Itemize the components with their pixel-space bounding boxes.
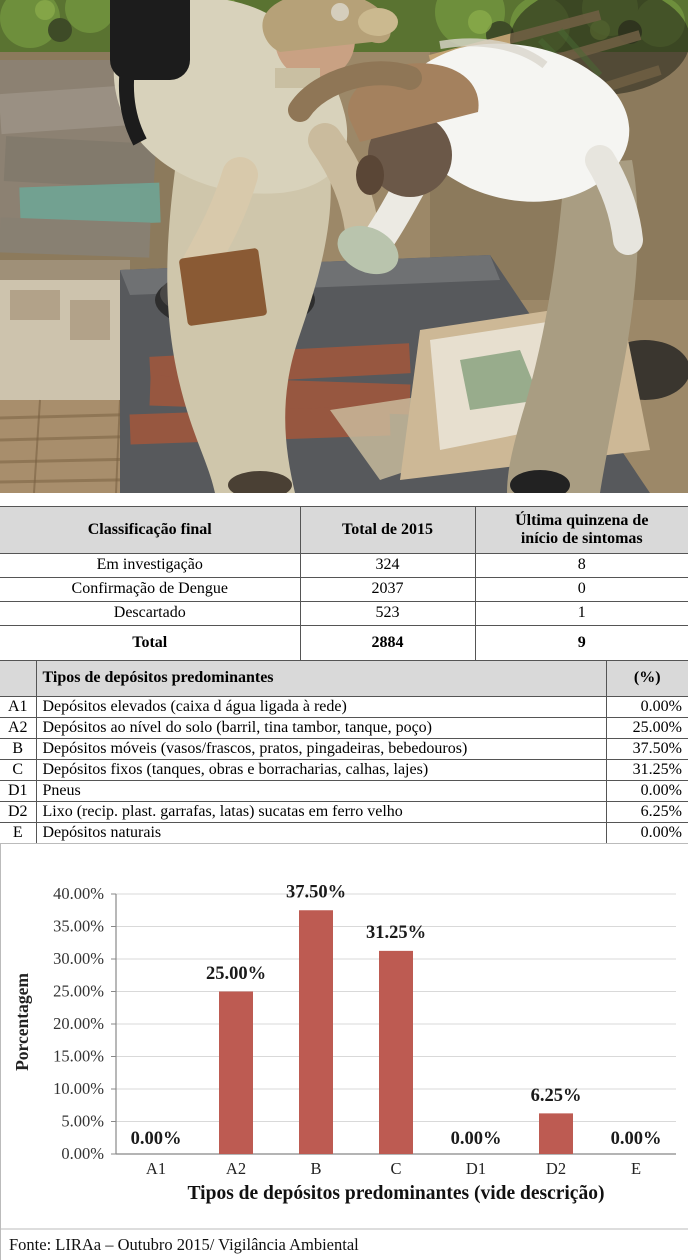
svg-text:25.00%: 25.00%	[53, 982, 104, 1001]
svg-text:0.00%: 0.00%	[611, 1129, 662, 1149]
svg-text:0.00%: 0.00%	[131, 1129, 182, 1149]
svg-text:10.00%: 10.00%	[53, 1079, 104, 1098]
svg-text:B: B	[310, 1159, 321, 1178]
svg-text:D1: D1	[466, 1159, 486, 1178]
svg-text:Fonte: LIRAa – Outubro 2015/ V: Fonte: LIRAa – Outubro 2015/ Vigilância …	[9, 1235, 359, 1254]
svg-text:15.00%: 15.00%	[53, 1047, 104, 1066]
svg-text:35.00%: 35.00%	[53, 917, 104, 936]
svg-text:Tipos de depósitos predominant: Tipos de depósitos predominantes (vide d…	[188, 1183, 605, 1204]
svg-text:40.00%: 40.00%	[53, 884, 104, 903]
svg-text:20.00%: 20.00%	[53, 1014, 104, 1033]
svg-text:25.00%: 25.00%	[206, 964, 266, 984]
svg-text:C: C	[390, 1159, 401, 1178]
svg-text:E: E	[631, 1159, 641, 1178]
svg-text:D2: D2	[546, 1159, 566, 1178]
svg-text:A2: A2	[226, 1159, 246, 1178]
svg-text:5.00%: 5.00%	[61, 1112, 104, 1131]
svg-text:37.50%: 37.50%	[286, 883, 346, 903]
svg-text:0.00%: 0.00%	[451, 1129, 502, 1149]
svg-text:Porcentagem: Porcentagem	[12, 973, 32, 1071]
svg-text:A1: A1	[146, 1159, 166, 1178]
svg-text:31.25%: 31.25%	[366, 923, 426, 943]
svg-text:0.00%: 0.00%	[61, 1144, 104, 1163]
svg-text:30.00%: 30.00%	[53, 949, 104, 968]
svg-text:6.25%: 6.25%	[531, 1086, 582, 1106]
